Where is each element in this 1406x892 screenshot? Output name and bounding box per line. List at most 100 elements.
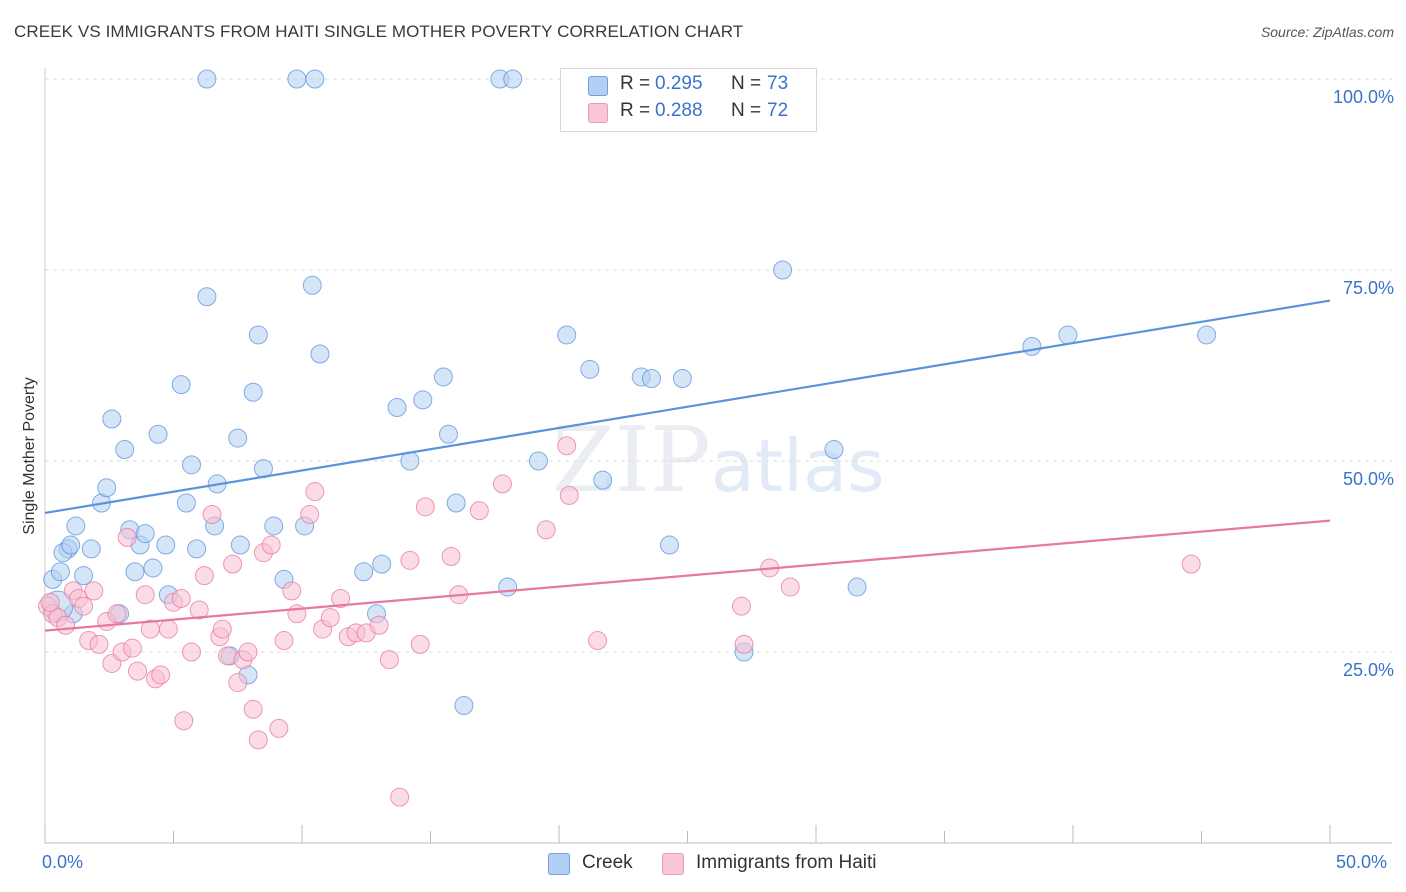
haiti-point (248, 730, 268, 750)
creek-point (773, 260, 793, 280)
chart-title: CREEK VS IMMIGRANTS FROM HAITI SINGLE MO… (14, 22, 744, 41)
creek-point (187, 539, 207, 559)
haiti-point (588, 631, 608, 651)
creek-point (171, 375, 191, 395)
creek-point (557, 325, 577, 345)
series-haiti (38, 436, 1201, 807)
haiti-point (171, 589, 191, 609)
creek-point (310, 344, 330, 364)
source-label: Source: ZipAtlas.com (1260, 24, 1394, 40)
series-creek (42, 69, 1217, 715)
creek-point (1058, 325, 1078, 345)
haiti-point (731, 596, 751, 616)
creek-point (125, 562, 145, 582)
haiti-point (107, 604, 127, 624)
creek-point (660, 535, 680, 555)
haiti-point (74, 596, 94, 616)
haiti-point (135, 585, 155, 605)
haiti-point (320, 608, 340, 628)
creek-point (230, 535, 250, 555)
x-tick-max: 50.0% (1336, 852, 1388, 872)
creek-point (135, 524, 155, 544)
creek-point (433, 367, 453, 387)
haiti-point (300, 504, 320, 524)
haiti-point (128, 661, 148, 681)
haiti-point (492, 474, 512, 494)
creek-point (454, 695, 474, 715)
y-tick-75: 75.0% (1342, 278, 1394, 298)
haiti-point (202, 504, 222, 524)
haiti-point (410, 634, 430, 654)
creek-point (1022, 336, 1042, 356)
creek-point (197, 287, 217, 307)
creek-point (302, 275, 322, 295)
creek-point (305, 69, 325, 89)
creek-point (847, 577, 867, 597)
watermark-atlas: atlas (710, 424, 885, 508)
haiti-r-value: 0.288 (655, 100, 703, 121)
creek-point (1197, 325, 1217, 345)
creek-point (580, 359, 600, 379)
creek-point (61, 535, 81, 555)
haiti-point (331, 589, 351, 609)
n-label: N = (731, 100, 762, 121)
y-tick-25: 25.0% (1342, 660, 1394, 680)
haiti-point (181, 642, 201, 662)
creek-point (197, 69, 217, 89)
creek-point (287, 69, 307, 89)
haiti-point (158, 619, 178, 639)
creek-point (81, 539, 101, 559)
y-tick-50: 50.0% (1342, 469, 1394, 489)
creek-legend-label: Creek (582, 852, 633, 873)
creek-point (498, 577, 518, 597)
haiti-point (56, 615, 76, 635)
haiti-point (40, 592, 60, 612)
creek-point (672, 368, 692, 388)
creek-point (50, 562, 70, 582)
haiti-point (469, 501, 489, 521)
haiti-swatch (588, 103, 608, 123)
haiti-legend-swatch (662, 853, 684, 875)
trend-lines (44, 299, 1331, 632)
haiti-point (122, 638, 142, 658)
correlation-legend: R = 0.295 N = 73 R = 0.288 N = 72 (560, 68, 817, 132)
haiti-point (369, 615, 389, 635)
creek-point (824, 440, 844, 460)
haiti-n-value: 72 (767, 100, 789, 121)
haiti-point (212, 619, 232, 639)
creek-point (593, 470, 613, 490)
creek-point (97, 478, 117, 498)
creek-point (74, 566, 94, 586)
creek-point (413, 390, 433, 410)
haiti-point (305, 482, 325, 502)
creek-point (148, 424, 168, 444)
creek-point (228, 428, 248, 448)
creek-point (115, 440, 135, 460)
haiti-point (194, 566, 214, 586)
haiti-point (559, 485, 579, 505)
haiti-legend-label: Immigrants from Haiti (696, 852, 877, 873)
r-label: R = (620, 100, 651, 121)
creek-point (528, 451, 548, 471)
axes (44, 68, 1392, 844)
creek-point (243, 382, 263, 402)
creek-r-value: 0.295 (655, 73, 703, 94)
haiti-point (223, 554, 243, 574)
haiti-point (174, 711, 194, 731)
creek-point (248, 325, 268, 345)
creek-swatch (588, 76, 608, 96)
n-label: N = (731, 73, 762, 94)
haiti-point (400, 550, 420, 570)
haiti-point (780, 577, 800, 597)
x-tick-min: 0.0% (42, 852, 84, 872)
haiti-point (243, 699, 263, 719)
creek-point (446, 493, 466, 513)
haiti-point (379, 650, 399, 670)
haiti-point (189, 600, 209, 620)
creek-point (642, 368, 662, 388)
haiti-point (734, 634, 754, 654)
creek-point (66, 516, 86, 536)
creek-point (143, 558, 163, 578)
creek-point (503, 69, 523, 89)
